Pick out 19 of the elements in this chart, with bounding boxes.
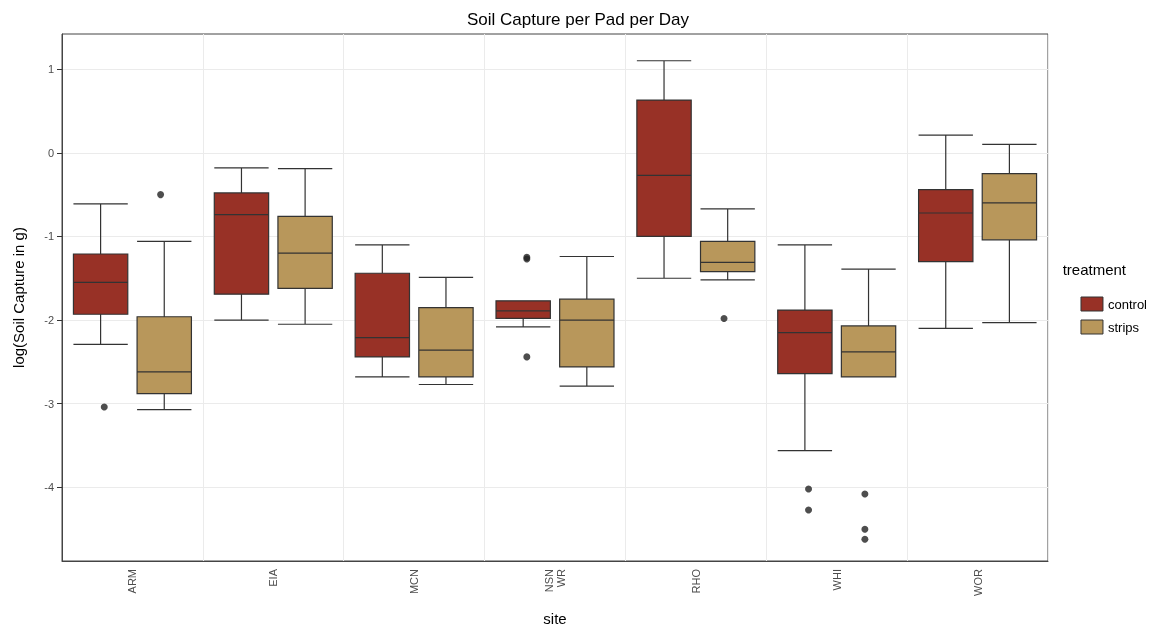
x-tick-label: WOR (971, 568, 984, 596)
x-tick-label: WHI (830, 569, 843, 591)
legend-label: strips (1107, 319, 1140, 335)
legend-title: treatment (1062, 261, 1127, 278)
x-tick-label: RHO (689, 568, 702, 594)
x-tick-label: EIA (267, 568, 280, 587)
y-tick-label: -1 (44, 230, 54, 243)
y-axis-title: log(Soil Capture in g) (10, 227, 27, 368)
y-tick-label: -4 (44, 481, 54, 494)
y-tick-label: -2 (44, 314, 54, 327)
y-tick-label: 0 (47, 146, 54, 159)
chart-title: Soil Capture per Pad per Day (466, 10, 690, 29)
y-tick-label: 1 (47, 63, 54, 76)
x-axis-title: site (543, 610, 567, 627)
x-tick-label: MCN (408, 568, 421, 595)
y-tick-label: -3 (44, 397, 54, 410)
x-tick-label: NSN WR (543, 568, 567, 593)
legend-label: control (1107, 296, 1148, 312)
x-tick-label: ARM (126, 569, 139, 594)
